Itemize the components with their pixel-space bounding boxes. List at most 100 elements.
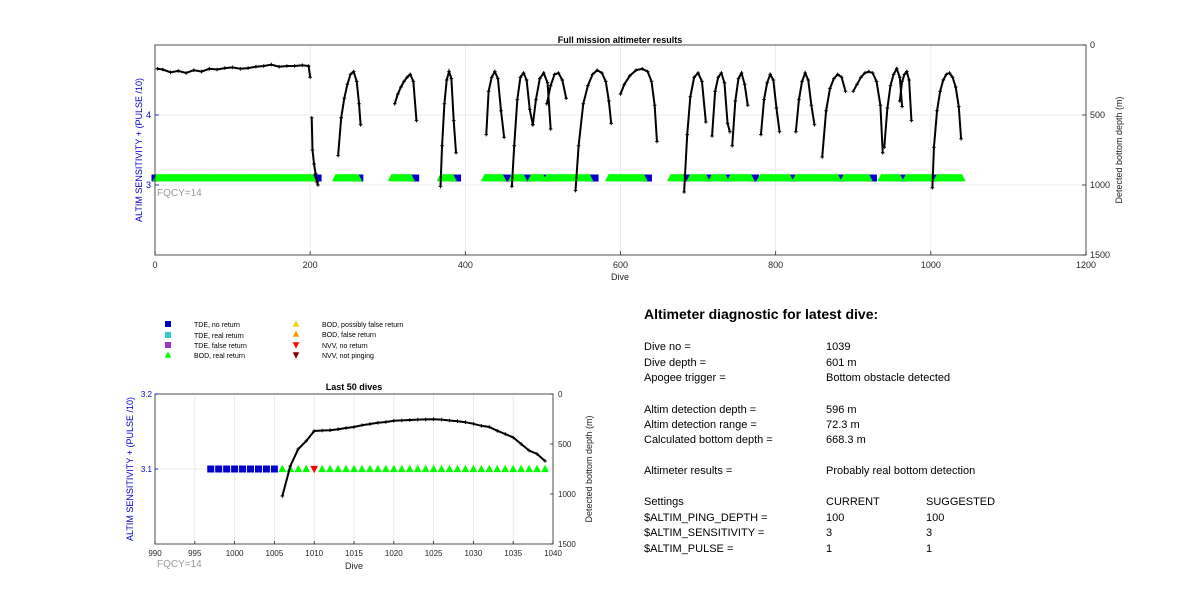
depth-point <box>292 64 297 68</box>
tde-no-return-marker <box>454 174 462 182</box>
bod-real-return-marker <box>407 173 415 182</box>
depth-point <box>527 448 531 453</box>
settings-label: Settings <box>644 496 684 508</box>
apogee-trigger-label: Apogee trigger = <box>644 372 726 384</box>
depth-point <box>336 153 340 158</box>
full-mission-fqcy-annotation: FQCY=14 <box>157 188 202 199</box>
y-left-tick-label: 4 <box>146 110 151 120</box>
depth-point <box>345 82 350 86</box>
bod-real-return-marker <box>449 173 457 182</box>
depth-point <box>246 66 250 70</box>
depth-point <box>607 99 611 103</box>
depth-point <box>548 83 553 88</box>
bod-real-return-marker <box>358 464 366 473</box>
depth-point <box>855 82 859 86</box>
depth-point <box>407 418 412 422</box>
diagnostic-title: Altimeter diagnostic for latest dive: <box>644 306 879 322</box>
last-50-y-left-label: ALTIM SENSITIVITY + (PULSE /10) <box>125 397 135 541</box>
depth-point <box>414 118 419 123</box>
depth-point <box>938 89 942 93</box>
altimeter-diagnostic-panel: Altimeter diagnostic for latest dive: Di… <box>644 306 1184 606</box>
depth-point <box>336 427 340 431</box>
bod-real-return-marker <box>318 464 327 473</box>
depth-point <box>423 417 428 422</box>
depth-point <box>950 75 955 79</box>
full-mission-chart: 0 200 400 600 800 1000 1200 3 4 0 500 1000 1500 Full… <box>134 35 1124 282</box>
depth-point <box>360 423 364 427</box>
depth-point <box>527 107 532 112</box>
legend-label: TDE, real return <box>194 333 244 340</box>
depth-point <box>384 420 388 424</box>
dive-no-value: 1039 <box>826 341 851 353</box>
depth-point <box>405 75 409 79</box>
altimeter-results-value: Probably real bottom detection <box>826 465 976 477</box>
depth-point <box>230 65 235 70</box>
bod-real-return-marker <box>461 464 470 473</box>
depth-point <box>442 102 447 106</box>
bod-real-return-marker <box>501 464 510 473</box>
last-50-series <box>207 464 549 474</box>
depth-series-line <box>281 418 546 497</box>
dive-no-label: Dive no = <box>644 341 691 353</box>
depth-point <box>184 71 188 75</box>
depth-point <box>191 68 196 72</box>
bod-real-return-marker <box>350 464 358 473</box>
depth-point <box>455 419 460 423</box>
depth-point <box>348 72 353 77</box>
depth-point <box>944 72 949 77</box>
last-50-y-right-label: Detected bottom depth (m) <box>584 415 594 522</box>
depth-point <box>716 75 721 79</box>
depth-point <box>493 69 497 74</box>
depth-point <box>519 442 523 446</box>
calculated-bottom-depth-value: 668.3 m <box>826 434 866 446</box>
depth-point <box>392 419 396 423</box>
bod-real-return-marker <box>429 464 438 473</box>
depth-point <box>447 418 452 423</box>
last-50-x-label: Dive <box>345 561 363 571</box>
depth-point <box>463 420 468 424</box>
depth-point <box>900 79 904 84</box>
depth-point <box>541 71 546 75</box>
depth-point <box>832 76 836 81</box>
depth-point <box>759 132 763 137</box>
bod-real-return-marker <box>864 173 873 182</box>
depth-point <box>496 76 500 81</box>
depth-point <box>870 71 875 75</box>
depth-point <box>930 186 935 190</box>
depth-point <box>411 79 416 84</box>
x-tick-label: 400 <box>458 260 473 270</box>
depth-point <box>909 118 914 123</box>
depth-point <box>806 78 811 82</box>
depth-point <box>880 151 885 155</box>
depth-point <box>932 145 936 149</box>
depth-point <box>396 92 400 96</box>
depth-point <box>682 190 686 194</box>
depth-point <box>545 102 549 106</box>
altim-detection-range-label: Altim detection range = <box>644 419 757 431</box>
depth-point <box>285 64 289 68</box>
depth-point <box>449 76 454 81</box>
bod-real-return-marker <box>397 464 406 473</box>
depth-point <box>725 121 730 126</box>
tde-no-return-marker <box>270 465 278 473</box>
depth-point <box>722 81 727 85</box>
bod-real-return-marker <box>541 464 549 473</box>
setting-name: $ALTIM_SENSITIVITY = <box>644 527 765 539</box>
depth-series-line <box>898 69 913 121</box>
x-tick-label: 1020 <box>385 549 403 558</box>
x-tick-label: 1030 <box>465 549 483 558</box>
bod-real-return-marker <box>389 464 398 473</box>
bod-real-return-marker <box>308 173 317 182</box>
depth-point <box>312 429 316 433</box>
depth-point <box>543 459 547 463</box>
depth-point <box>306 64 311 68</box>
depth-point <box>444 78 449 82</box>
tde-no-return-marker <box>503 174 511 182</box>
depth-point <box>728 130 732 134</box>
depth-point <box>710 134 714 138</box>
depth-point <box>935 109 939 113</box>
depth-point <box>399 85 403 89</box>
depth-point <box>309 116 314 120</box>
bod-real-return-marker <box>326 464 334 473</box>
depth-point <box>489 75 494 79</box>
